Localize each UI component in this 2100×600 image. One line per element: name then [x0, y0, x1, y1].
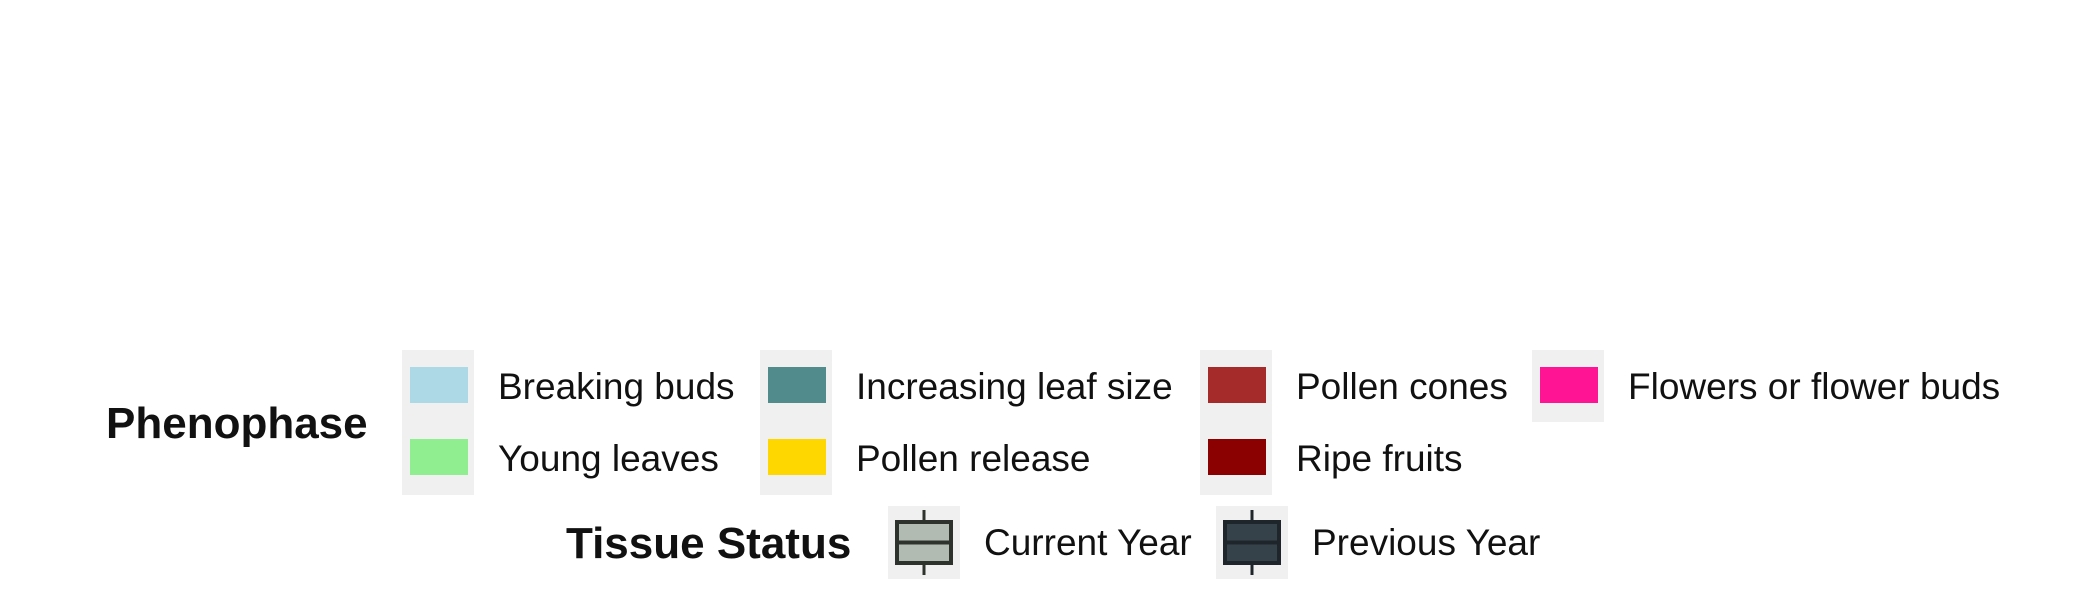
phenophase-key-column-3 [1200, 350, 1272, 495]
pollen-release-swatch [768, 439, 826, 475]
ripe-fruits-swatch [1208, 439, 1266, 475]
pollen-cones-label: Pollen cones [1296, 366, 1508, 407]
current-year-label: Current Year [984, 522, 1192, 563]
tissue-status-legend-title: Tissue Status [566, 519, 852, 568]
previous-year-key [1216, 506, 1288, 579]
young-leaves-swatch [410, 439, 468, 475]
ripe-fruits-label: Ripe fruits [1296, 438, 1463, 479]
breaking-buds-label: Breaking buds [498, 366, 735, 407]
phenophase-key-column-4 [1532, 350, 1604, 422]
increasing-leaf-size-swatch [768, 367, 826, 403]
flowers-or-flower-buds-swatch [1540, 367, 1598, 403]
young-leaves-label: Young leaves [498, 438, 719, 479]
phenophase-key-column-1 [402, 350, 474, 495]
breaking-buds-swatch [410, 367, 468, 403]
pollen-release-label: Pollen release [856, 438, 1091, 479]
phenophase-key-column-2 [760, 350, 832, 495]
previous-year-label: Previous Year [1312, 522, 1541, 563]
current-year-boxplot-icon [895, 510, 953, 575]
pollen-cones-swatch [1208, 367, 1266, 403]
flowers-or-flower-buds-label: Flowers or flower buds [1628, 366, 2001, 407]
current-year-key [888, 506, 960, 579]
increasing-leaf-size-label: Increasing leaf size [856, 366, 1173, 407]
phenophase-legend-title: Phenophase [106, 399, 368, 448]
previous-year-boxplot-icon [1223, 510, 1281, 575]
